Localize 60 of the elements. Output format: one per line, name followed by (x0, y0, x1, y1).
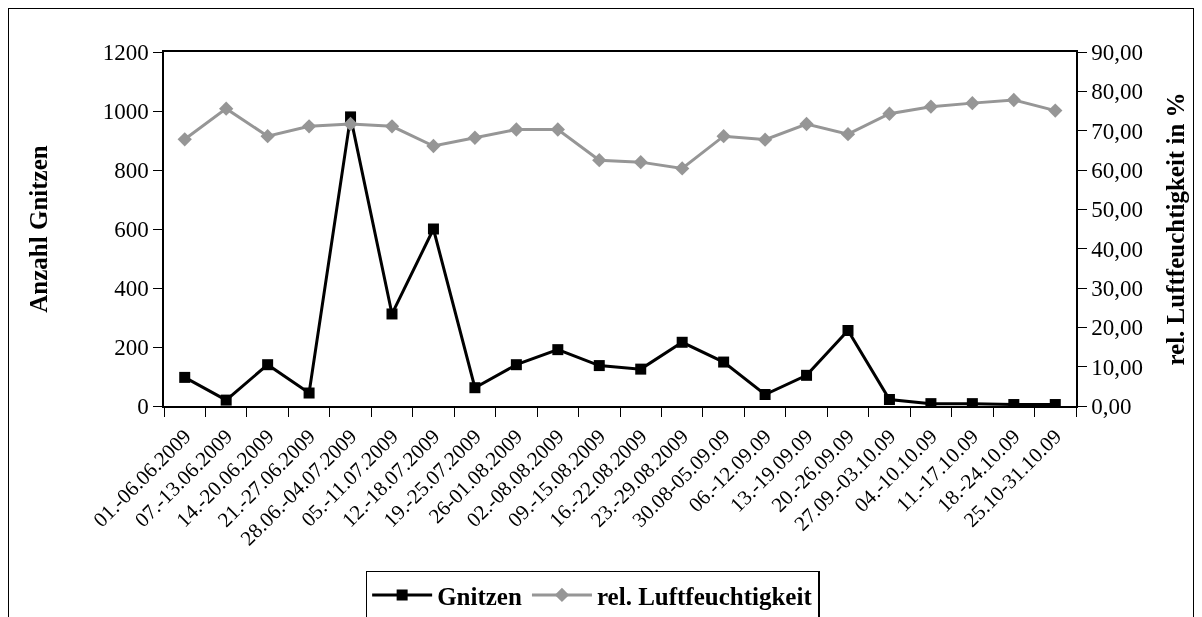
y-tick-label: 400 (114, 276, 149, 302)
point (510, 359, 522, 371)
y2-tick-label: 30,00 (1091, 276, 1144, 302)
point (386, 308, 398, 320)
y-axis-title: Anzahl Gnitzen (24, 145, 52, 313)
y2-tick-label: 50,00 (1091, 197, 1144, 223)
point (716, 129, 731, 144)
point (593, 360, 605, 372)
point (633, 154, 648, 170)
point (343, 116, 358, 132)
point (177, 132, 192, 147)
point (384, 119, 400, 134)
y2-tick-label: 0,00 (1091, 394, 1132, 420)
y2-tick-label: 60,00 (1091, 158, 1144, 184)
point (550, 122, 565, 137)
y2-axis-title: rel. Luftfeuchtigkeit in % (1161, 92, 1189, 366)
point (467, 130, 483, 145)
y-tick-label: 1000 (102, 99, 149, 125)
point (676, 336, 688, 348)
point (842, 324, 854, 336)
legend-label: Gnitzen (437, 582, 522, 610)
point (759, 389, 771, 400)
y-tick-label: 1200 (102, 40, 149, 66)
point (923, 99, 939, 114)
y2-tick-label: 80,00 (1091, 79, 1144, 105)
point (260, 129, 275, 144)
y-tick-label: 200 (114, 335, 149, 361)
point (219, 101, 234, 116)
point (675, 161, 690, 176)
point (1006, 92, 1021, 108)
legend-label: rel. Luftfeuchtigkeit (596, 582, 813, 610)
point (882, 106, 897, 121)
point (592, 153, 607, 168)
point (509, 122, 524, 137)
point (757, 132, 773, 147)
point (1048, 103, 1063, 118)
point (301, 119, 317, 134)
point (965, 95, 980, 111)
y-tick-label: 800 (114, 158, 149, 184)
point (220, 394, 232, 406)
y-tick-label: 0 (137, 394, 149, 420)
point (426, 138, 441, 154)
point (179, 371, 191, 383)
y2-tick-label: 40,00 (1091, 236, 1144, 262)
point (552, 344, 564, 356)
y-tick-label: 600 (114, 217, 149, 243)
point (801, 369, 813, 381)
point (635, 363, 647, 375)
y2-tick-label: 20,00 (1091, 315, 1144, 341)
point (718, 356, 730, 368)
point (840, 127, 856, 142)
point (303, 387, 315, 399)
y2-tick-label: 70,00 (1091, 118, 1144, 144)
point (469, 382, 481, 394)
point (799, 116, 814, 132)
point (883, 394, 895, 406)
point (427, 223, 439, 235)
y2-tick-label: 90,00 (1091, 40, 1144, 66)
y2-tick-label: 10,00 (1091, 354, 1144, 380)
point (262, 359, 274, 371)
